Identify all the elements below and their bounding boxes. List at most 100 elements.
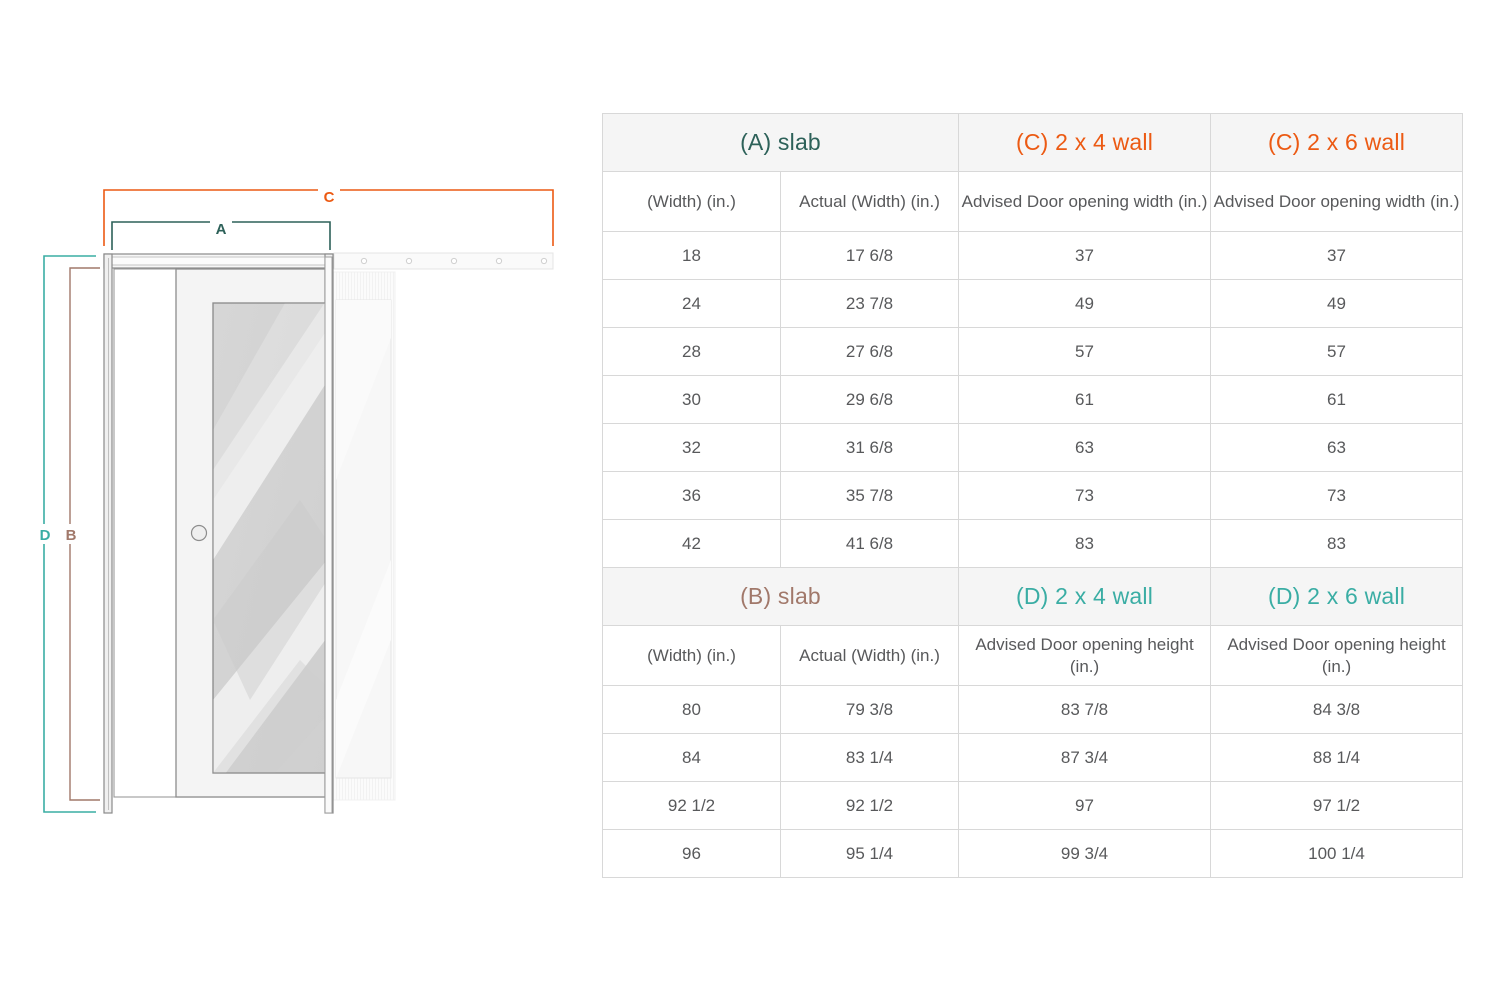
- section-tag-d-2x6: (D): [1268, 583, 1301, 609]
- cell-width: 18: [602, 231, 781, 280]
- cell-opening-h-2x6: 84 3/8: [1210, 685, 1464, 734]
- cell-width: 24: [602, 279, 781, 328]
- section-tag-c-2x4: (C): [1016, 129, 1049, 155]
- dimension-d: D: [36, 255, 96, 813]
- width-section-header-row: (A) slab (C) 2 x 4 wall (C) 2 x 6 wall: [601, 113, 1464, 172]
- table-row: 18 17 6/8 37 37: [602, 231, 1464, 280]
- cell-opening-h-2x4: 87 3/4: [958, 733, 1212, 782]
- section-label-d-2x4: 2 x 4 wall: [1048, 583, 1154, 609]
- door-leading-edge: [324, 256, 333, 814]
- cell-opening-h-2x4: 99 3/4: [958, 829, 1212, 878]
- cell-actual-height: 79 3/8: [779, 685, 960, 734]
- height-column-header-row: (Width) (in.) Actual (Width) (in.) Advis…: [602, 625, 1464, 686]
- cell-actual-height: 95 1/4: [779, 829, 960, 878]
- cell-opening-2x4: 37: [958, 231, 1212, 280]
- section-tag-c-2x6: (C): [1268, 129, 1301, 155]
- column-header-opening-width-2x6: Advised Door opening width (in.): [1210, 171, 1464, 232]
- dimension-b: B: [62, 267, 100, 801]
- cell-opening-2x4: 73: [958, 471, 1212, 520]
- pocket-door-diagram: C A D B: [36, 182, 554, 814]
- column-header-opening-width-2x4: Advised Door opening width (in.): [958, 171, 1212, 232]
- cell-opening-h-2x4: 97: [958, 781, 1212, 830]
- cell-opening-2x6: 83: [1210, 519, 1464, 568]
- width-column-header-row: (Width) (in.) Actual (Width) (in.) Advis…: [602, 171, 1464, 232]
- dimension-c: C: [103, 182, 554, 246]
- section-header-b-slab: (B) slab: [601, 567, 960, 626]
- cell-opening-2x6: 57: [1210, 327, 1464, 376]
- cell-actual-width: 23 7/8: [779, 279, 960, 328]
- cell-actual-width: 17 6/8: [779, 231, 960, 280]
- cell-width: 42: [602, 519, 781, 568]
- table-row: 28 27 6/8 57 57: [602, 327, 1464, 376]
- cell-opening-2x4: 57: [958, 327, 1212, 376]
- height-section-header-row: (B) slab (D) 2 x 4 wall (D) 2 x 6 wall: [601, 567, 1464, 626]
- cell-opening-h-2x6: 100 1/4: [1210, 829, 1464, 878]
- dimension-a: A: [111, 214, 331, 250]
- section-label-b-slab: slab: [771, 583, 821, 609]
- cell-opening-2x4: 49: [958, 279, 1212, 328]
- section-header-c-2x4: (C) 2 x 4 wall: [958, 113, 1212, 172]
- cell-opening-h-2x6: 97 1/2: [1210, 781, 1464, 830]
- cell-height: 96: [602, 829, 781, 878]
- cell-opening-2x4: 61: [958, 375, 1212, 424]
- table-row: 32 31 6/8 63 63: [602, 423, 1464, 472]
- cell-opening-h-2x6: 88 1/4: [1210, 733, 1464, 782]
- cell-actual-height: 92 1/2: [779, 781, 960, 830]
- table-row: 96 95 1/4 99 3/4 100 1/4: [602, 829, 1464, 878]
- column-header-opening-height-2x4: Advised Door opening height (in.): [958, 625, 1212, 686]
- table-row: 24 23 7/8 49 49: [602, 279, 1464, 328]
- cell-height: 80: [602, 685, 781, 734]
- dimension-label-c: C: [324, 189, 335, 206]
- door-size-table: (A) slab (C) 2 x 4 wall (C) 2 x 6 wall (…: [601, 113, 1464, 878]
- cell-opening-2x6: 37: [1210, 231, 1464, 280]
- cell-actual-width: 31 6/8: [779, 423, 960, 472]
- cell-opening-2x6: 73: [1210, 471, 1464, 520]
- door-handle[interactable]: [190, 524, 208, 542]
- section-label-c-2x4: 2 x 4 wall: [1048, 129, 1154, 155]
- section-label-c-2x6: 2 x 6 wall: [1300, 129, 1406, 155]
- dimension-label-a: A: [216, 221, 227, 238]
- cell-height: 92 1/2: [602, 781, 781, 830]
- table-row: 92 1/2 92 1/2 97 97 1/2: [602, 781, 1464, 830]
- cell-actual-width: 41 6/8: [779, 519, 960, 568]
- column-header-actual-width: Actual (Width) (in.): [779, 171, 960, 232]
- section-header-d-2x6: (D) 2 x 6 wall: [1210, 567, 1464, 626]
- section-label-d-2x6: 2 x 6 wall: [1300, 583, 1406, 609]
- cell-width: 36: [602, 471, 781, 520]
- cell-width: 32: [602, 423, 781, 472]
- section-tag-b: (B): [740, 583, 772, 609]
- cell-opening-2x6: 61: [1210, 375, 1464, 424]
- door-diagram-panel: C A D B: [0, 0, 600, 1000]
- table-row: 80 79 3/8 83 7/8 84 3/8: [602, 685, 1464, 734]
- section-tag-a: (A): [740, 129, 772, 155]
- cell-width: 28: [602, 327, 781, 376]
- specification-tables: (A) slab (C) 2 x 4 wall (C) 2 x 6 wall (…: [601, 113, 1464, 878]
- column-header-opening-height-2x6: Advised Door opening height (in.): [1210, 625, 1464, 686]
- column-header-width: (Width) (in.): [602, 171, 781, 232]
- cell-actual-width: 29 6/8: [779, 375, 960, 424]
- section-label-a-slab: slab: [771, 129, 821, 155]
- table-row: 30 29 6/8 61 61: [602, 375, 1464, 424]
- cell-opening-2x4: 83: [958, 519, 1212, 568]
- cell-opening-2x4: 63: [958, 423, 1212, 472]
- section-tag-d-2x4: (D): [1016, 583, 1049, 609]
- dimension-label-d: D: [40, 527, 51, 544]
- section-header-c-2x6: (C) 2 x 6 wall: [1210, 113, 1464, 172]
- cell-opening-2x6: 49: [1210, 279, 1464, 328]
- track-rail: [333, 252, 554, 270]
- cell-height: 84: [602, 733, 781, 782]
- cell-actual-height: 83 1/4: [779, 733, 960, 782]
- cell-opening-2x6: 63: [1210, 423, 1464, 472]
- column-header-actual-width-b: Actual (Width) (in.): [779, 625, 960, 686]
- section-header-a-slab: (A) slab: [601, 113, 960, 172]
- cell-actual-width: 35 7/8: [779, 471, 960, 520]
- cell-actual-width: 27 6/8: [779, 327, 960, 376]
- table-row: 84 83 1/4 87 3/4 88 1/4: [602, 733, 1464, 782]
- frame-jamb-left: [103, 253, 113, 814]
- cell-width: 30: [602, 375, 781, 424]
- column-header-width-b: (Width) (in.): [602, 625, 781, 686]
- pocket-ghost: [331, 271, 396, 801]
- glass-panel: [212, 302, 329, 774]
- table-row: 42 41 6/8 83 83: [602, 519, 1464, 568]
- table-row: 36 35 7/8 73 73: [602, 471, 1464, 520]
